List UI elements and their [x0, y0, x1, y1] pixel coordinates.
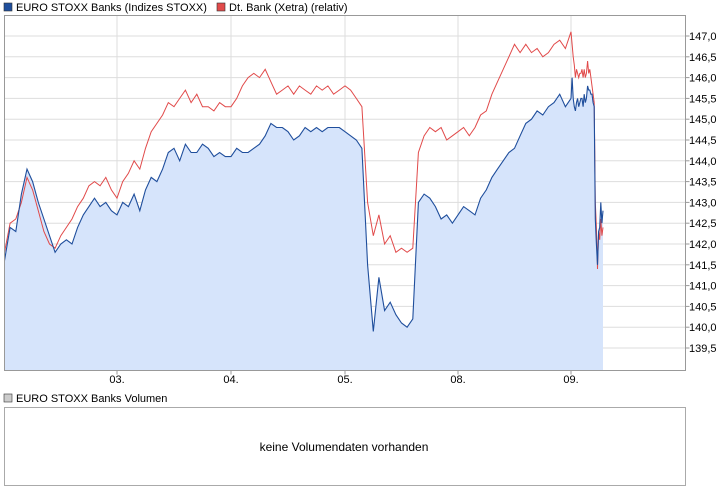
- y-tick-label: 142,0: [689, 239, 717, 251]
- stoxx-line: [3, 77, 604, 332]
- x-tick-label: 09.: [563, 374, 578, 386]
- y-tick-label: 144,0: [689, 156, 717, 168]
- legend-label-dtbank: Dt. Bank (Xetra) (relativ): [229, 2, 348, 14]
- main-legend: EURO STOXX Banks (Indizes STOXX) Dt. Ban…: [3, 2, 348, 14]
- x-tick-label: 08.: [450, 374, 465, 386]
- no-volume-message: keine Volumendaten vorhanden: [260, 440, 429, 454]
- volume-panel-frame: [4, 407, 686, 486]
- y-tick-label: 146,0: [689, 73, 717, 85]
- x-tick-label: 05.: [337, 374, 352, 386]
- dtbank-line: [4, 31, 604, 270]
- y-tick-label: 140,5: [689, 301, 717, 313]
- y-tick-label: 141,5: [689, 260, 717, 272]
- legend-swatch-volume: [3, 393, 13, 403]
- volume-legend: EURO STOXX Banks Volumen: [3, 393, 167, 405]
- y-tick-label: 144,5: [689, 135, 717, 147]
- legend-swatch-stoxx: [3, 2, 13, 12]
- y-tick-label: 147,0: [689, 31, 717, 43]
- y-tick-label: 140,0: [689, 322, 717, 334]
- y-tick-label: 143,5: [689, 177, 717, 189]
- y-tick-label: 146,5: [689, 52, 717, 64]
- y-tick-label: 145,0: [689, 114, 717, 126]
- y-axis-ticks: 139,5 140,0 140,5 141,0 141,5 142,0 142,5 143,0…: [685, 31, 717, 355]
- y-tick-label: 142,5: [689, 218, 717, 230]
- legend-label-volume: EURO STOXX Banks Volumen: [16, 393, 167, 405]
- y-tick-label: 141,0: [689, 281, 717, 293]
- legend-swatch-dtbank: [216, 2, 226, 12]
- x-tick-label: 03.: [109, 374, 124, 386]
- y-tick-label: 143,0: [689, 197, 717, 209]
- y-tick-label: 145,5: [689, 93, 717, 105]
- y-tick-label: 139,5: [689, 343, 717, 355]
- x-axis-ticks: 03. 04. 05. 08. 09.: [109, 370, 579, 386]
- stoxx-area-fill: [4, 77, 603, 370]
- x-tick-label: 04.: [223, 374, 238, 386]
- legend-label-stoxx: EURO STOXX Banks (Indizes STOXX): [16, 2, 207, 14]
